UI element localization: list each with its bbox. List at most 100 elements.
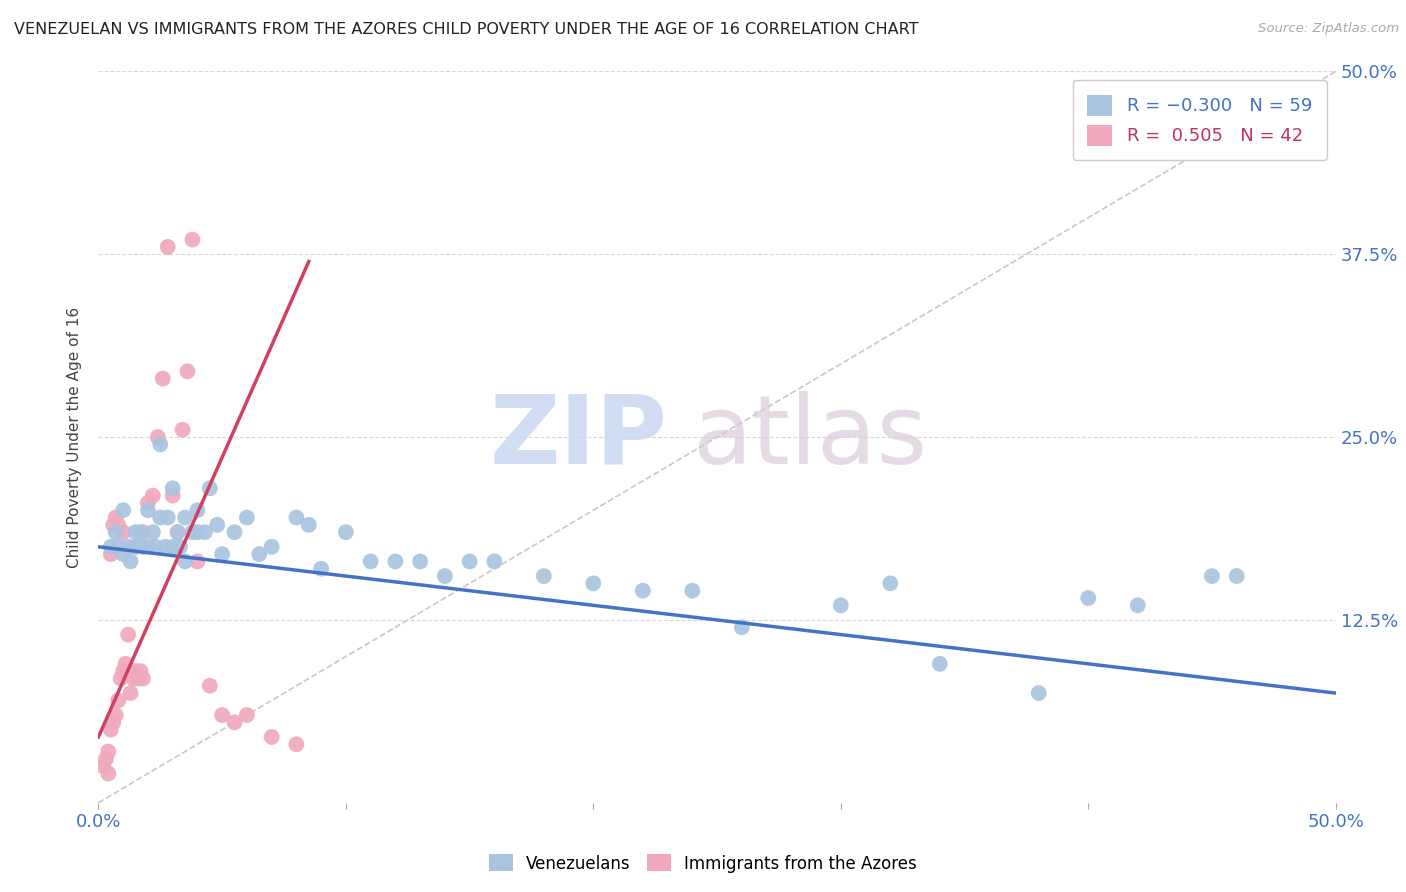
Point <box>100 540 122 554</box>
Point <box>104 525 127 540</box>
Text: atlas: atlas <box>692 391 928 483</box>
Point <box>1201 569 1223 583</box>
Point <box>409 554 432 568</box>
Point <box>97 766 120 780</box>
Point <box>124 525 146 540</box>
Point <box>169 540 191 554</box>
Point <box>136 503 159 517</box>
Point <box>162 540 184 554</box>
Point <box>458 554 481 568</box>
Point <box>149 510 172 524</box>
Point <box>94 752 117 766</box>
Point <box>309 562 332 576</box>
Point <box>166 525 188 540</box>
Point <box>132 672 155 686</box>
Point <box>172 423 194 437</box>
Point <box>107 693 129 707</box>
Point <box>211 708 233 723</box>
Point <box>117 540 139 554</box>
Point <box>260 540 283 554</box>
Point <box>112 503 135 517</box>
Point <box>260 730 283 744</box>
Point <box>830 599 852 613</box>
Point <box>124 540 146 554</box>
Point <box>143 540 166 554</box>
Point <box>112 525 135 540</box>
Point <box>298 517 321 532</box>
Text: Source: ZipAtlas.com: Source: ZipAtlas.com <box>1258 22 1399 36</box>
Point <box>129 525 152 540</box>
Point <box>198 481 221 495</box>
Point <box>136 540 159 554</box>
Point <box>104 708 127 723</box>
Point <box>224 525 246 540</box>
Point <box>127 672 149 686</box>
Point <box>928 657 950 671</box>
Point <box>1226 569 1249 583</box>
Point <box>142 489 165 503</box>
Point <box>582 576 605 591</box>
Point <box>114 657 136 671</box>
Point <box>104 510 127 524</box>
Point <box>236 510 259 524</box>
Point <box>194 525 217 540</box>
Point <box>1028 686 1050 700</box>
Y-axis label: Child Poverty Under the Age of 16: Child Poverty Under the Age of 16 <box>67 307 83 567</box>
Point <box>112 664 135 678</box>
Point <box>124 540 146 554</box>
Point <box>93 759 115 773</box>
Point <box>186 503 208 517</box>
Point <box>533 569 555 583</box>
Point <box>236 708 259 723</box>
Point <box>166 525 188 540</box>
Point <box>100 723 122 737</box>
Point <box>433 569 456 583</box>
Point <box>1126 599 1149 613</box>
Point <box>198 679 221 693</box>
Point <box>107 540 129 554</box>
Point <box>97 745 120 759</box>
Point <box>136 496 159 510</box>
Point <box>156 510 179 524</box>
Point <box>484 554 506 568</box>
Point <box>152 371 174 385</box>
Point <box>174 510 197 524</box>
Point <box>149 437 172 451</box>
Point <box>156 240 179 254</box>
Point <box>112 547 135 561</box>
Legend: R = −0.300   N = 59, R =  0.505   N = 42: R = −0.300 N = 59, R = 0.505 N = 42 <box>1073 80 1327 160</box>
Point <box>120 686 142 700</box>
Point <box>335 525 357 540</box>
Point <box>1077 591 1099 605</box>
Point <box>107 517 129 532</box>
Point <box>142 525 165 540</box>
Point <box>174 554 197 568</box>
Point <box>132 525 155 540</box>
Point <box>129 664 152 678</box>
Point <box>181 525 204 540</box>
Point <box>122 672 145 686</box>
Point <box>132 540 155 554</box>
Point <box>247 547 270 561</box>
Point <box>110 672 132 686</box>
Text: ZIP: ZIP <box>489 391 668 483</box>
Point <box>211 547 233 561</box>
Point <box>731 620 754 634</box>
Point <box>117 627 139 641</box>
Point <box>146 430 169 444</box>
Point <box>285 737 308 751</box>
Legend: Venezuelans, Immigrants from the Azores: Venezuelans, Immigrants from the Azores <box>482 847 924 880</box>
Point <box>186 554 208 568</box>
Point <box>879 576 901 591</box>
Point <box>360 554 382 568</box>
Point <box>162 489 184 503</box>
Point <box>384 554 406 568</box>
Point <box>186 525 208 540</box>
Point <box>681 583 703 598</box>
Point <box>162 481 184 495</box>
Point <box>120 554 142 568</box>
Point <box>205 517 228 532</box>
Point <box>224 715 246 730</box>
Text: VENEZUELAN VS IMMIGRANTS FROM THE AZORES CHILD POVERTY UNDER THE AGE OF 16 CORRE: VENEZUELAN VS IMMIGRANTS FROM THE AZORES… <box>14 22 918 37</box>
Point <box>285 510 308 524</box>
